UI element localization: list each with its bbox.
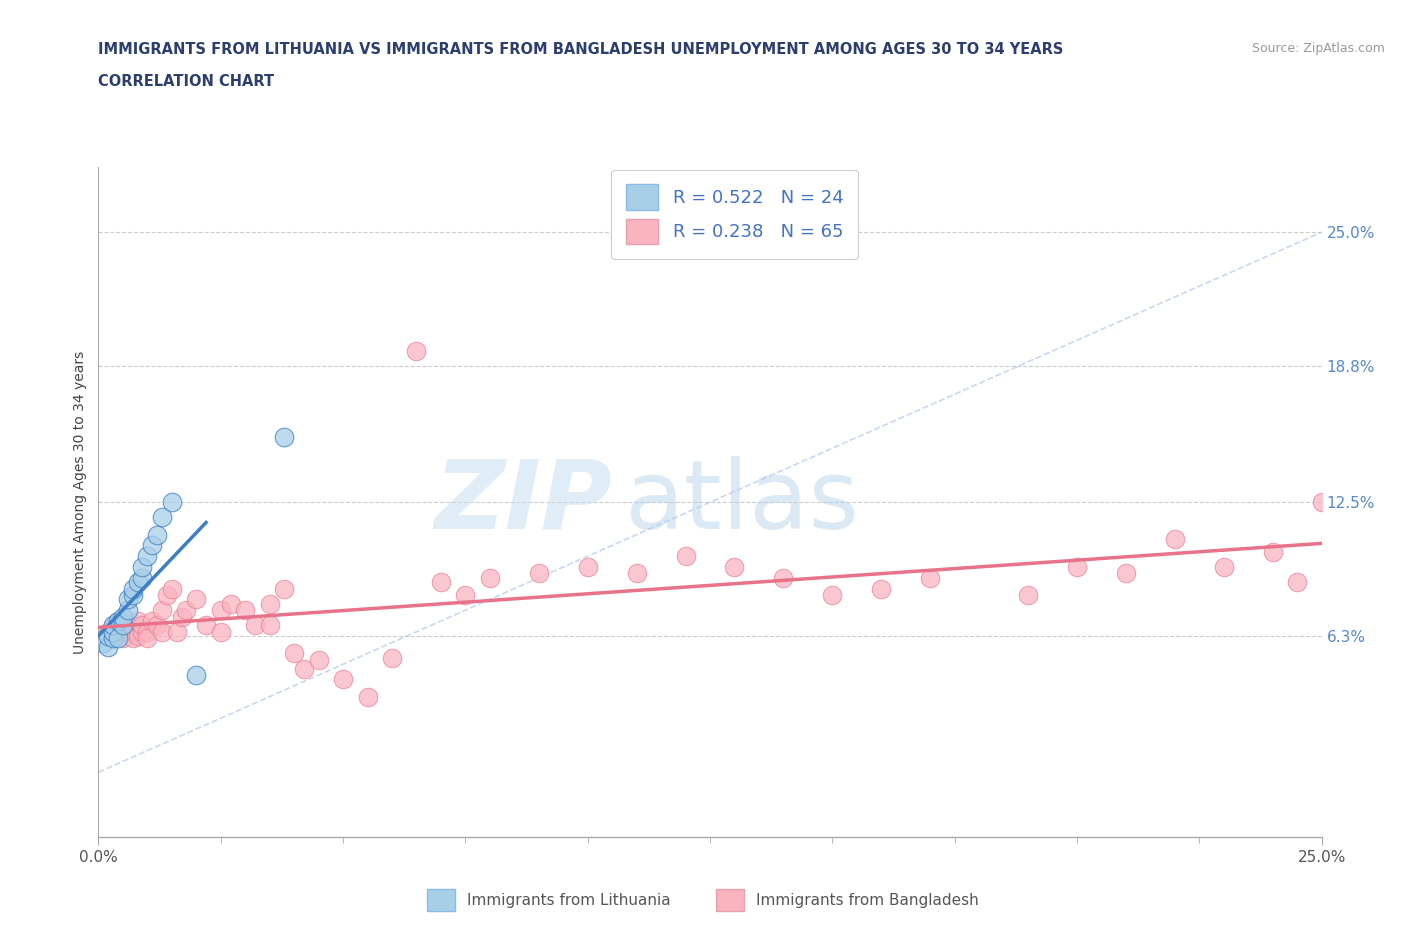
Y-axis label: Unemployment Among Ages 30 to 34 years: Unemployment Among Ages 30 to 34 years	[73, 351, 87, 654]
Point	[273, 430, 295, 445]
Point	[170, 609, 193, 624]
Point	[117, 624, 139, 639]
Point	[243, 618, 266, 632]
Point	[91, 635, 114, 650]
Point	[127, 629, 149, 644]
Point	[107, 614, 129, 629]
Point	[141, 614, 163, 629]
Point	[166, 624, 188, 639]
Point	[259, 596, 281, 611]
Legend: R = 0.522   N = 24, R = 0.238   N = 65: R = 0.522 N = 24, R = 0.238 N = 65	[612, 170, 858, 259]
Point	[97, 629, 120, 644]
Point	[131, 618, 153, 632]
Point	[136, 631, 159, 645]
Point	[454, 588, 477, 603]
Point	[186, 668, 208, 683]
Point	[121, 588, 143, 603]
Point	[111, 609, 134, 624]
Point	[117, 592, 139, 607]
Point	[101, 624, 124, 639]
Point	[127, 575, 149, 590]
Point	[97, 624, 120, 639]
Point	[97, 640, 120, 655]
Point	[160, 495, 183, 510]
Point	[1164, 531, 1187, 546]
Point	[101, 618, 124, 632]
Point	[292, 661, 315, 676]
Point	[219, 596, 242, 611]
Point	[1310, 495, 1333, 510]
Point	[146, 527, 169, 542]
Point	[626, 566, 648, 581]
Point	[127, 624, 149, 639]
Point	[101, 629, 124, 644]
Point	[150, 510, 173, 525]
Point	[107, 631, 129, 645]
Point	[381, 650, 404, 665]
Point	[111, 614, 134, 629]
Point	[772, 570, 794, 585]
Point	[121, 624, 143, 639]
Point	[111, 631, 134, 645]
Text: Source: ZipAtlas.com: Source: ZipAtlas.com	[1251, 42, 1385, 55]
Point	[101, 618, 124, 632]
Point	[920, 570, 942, 585]
Point	[150, 624, 173, 639]
Point	[870, 581, 893, 596]
Point	[121, 581, 143, 596]
Point	[576, 560, 599, 575]
Point	[186, 592, 208, 607]
Point	[131, 570, 153, 585]
Point	[1261, 544, 1284, 559]
Point	[160, 581, 183, 596]
Point	[209, 624, 232, 639]
Point	[1212, 560, 1234, 575]
Point	[821, 588, 844, 603]
Point	[146, 618, 169, 632]
Point	[156, 588, 179, 603]
Point	[107, 614, 129, 629]
Point	[527, 566, 550, 581]
Point	[117, 603, 139, 618]
Point	[150, 603, 173, 618]
Point	[131, 624, 153, 639]
Point	[195, 618, 218, 632]
Point	[356, 689, 378, 704]
Legend: Immigrants from Lithuania, Immigrants from Bangladesh: Immigrants from Lithuania, Immigrants fr…	[420, 883, 986, 917]
Point	[131, 560, 153, 575]
Text: ZIP: ZIP	[434, 456, 612, 549]
Point	[1286, 575, 1309, 590]
Point	[273, 581, 295, 596]
Point	[107, 624, 129, 639]
Text: atlas: atlas	[624, 456, 859, 549]
Point	[176, 603, 198, 618]
Point	[101, 631, 124, 645]
Point	[283, 646, 305, 661]
Point	[478, 570, 501, 585]
Point	[136, 624, 159, 639]
Point	[121, 631, 143, 645]
Point	[233, 603, 256, 618]
Text: IMMIGRANTS FROM LITHUANIA VS IMMIGRANTS FROM BANGLADESH UNEMPLOYMENT AMONG AGES : IMMIGRANTS FROM LITHUANIA VS IMMIGRANTS …	[98, 42, 1064, 57]
Point	[308, 653, 330, 668]
Point	[111, 624, 134, 639]
Point	[1115, 566, 1137, 581]
Point	[675, 549, 697, 564]
Point	[259, 618, 281, 632]
Point	[430, 575, 453, 590]
Point	[723, 560, 745, 575]
Point	[136, 549, 159, 564]
Point	[1017, 588, 1039, 603]
Point	[141, 538, 163, 552]
Point	[209, 603, 232, 618]
Text: CORRELATION CHART: CORRELATION CHART	[98, 74, 274, 89]
Point	[405, 343, 427, 358]
Point	[1066, 560, 1088, 575]
Point	[111, 618, 134, 632]
Point	[127, 614, 149, 629]
Point	[332, 671, 354, 686]
Point	[117, 618, 139, 632]
